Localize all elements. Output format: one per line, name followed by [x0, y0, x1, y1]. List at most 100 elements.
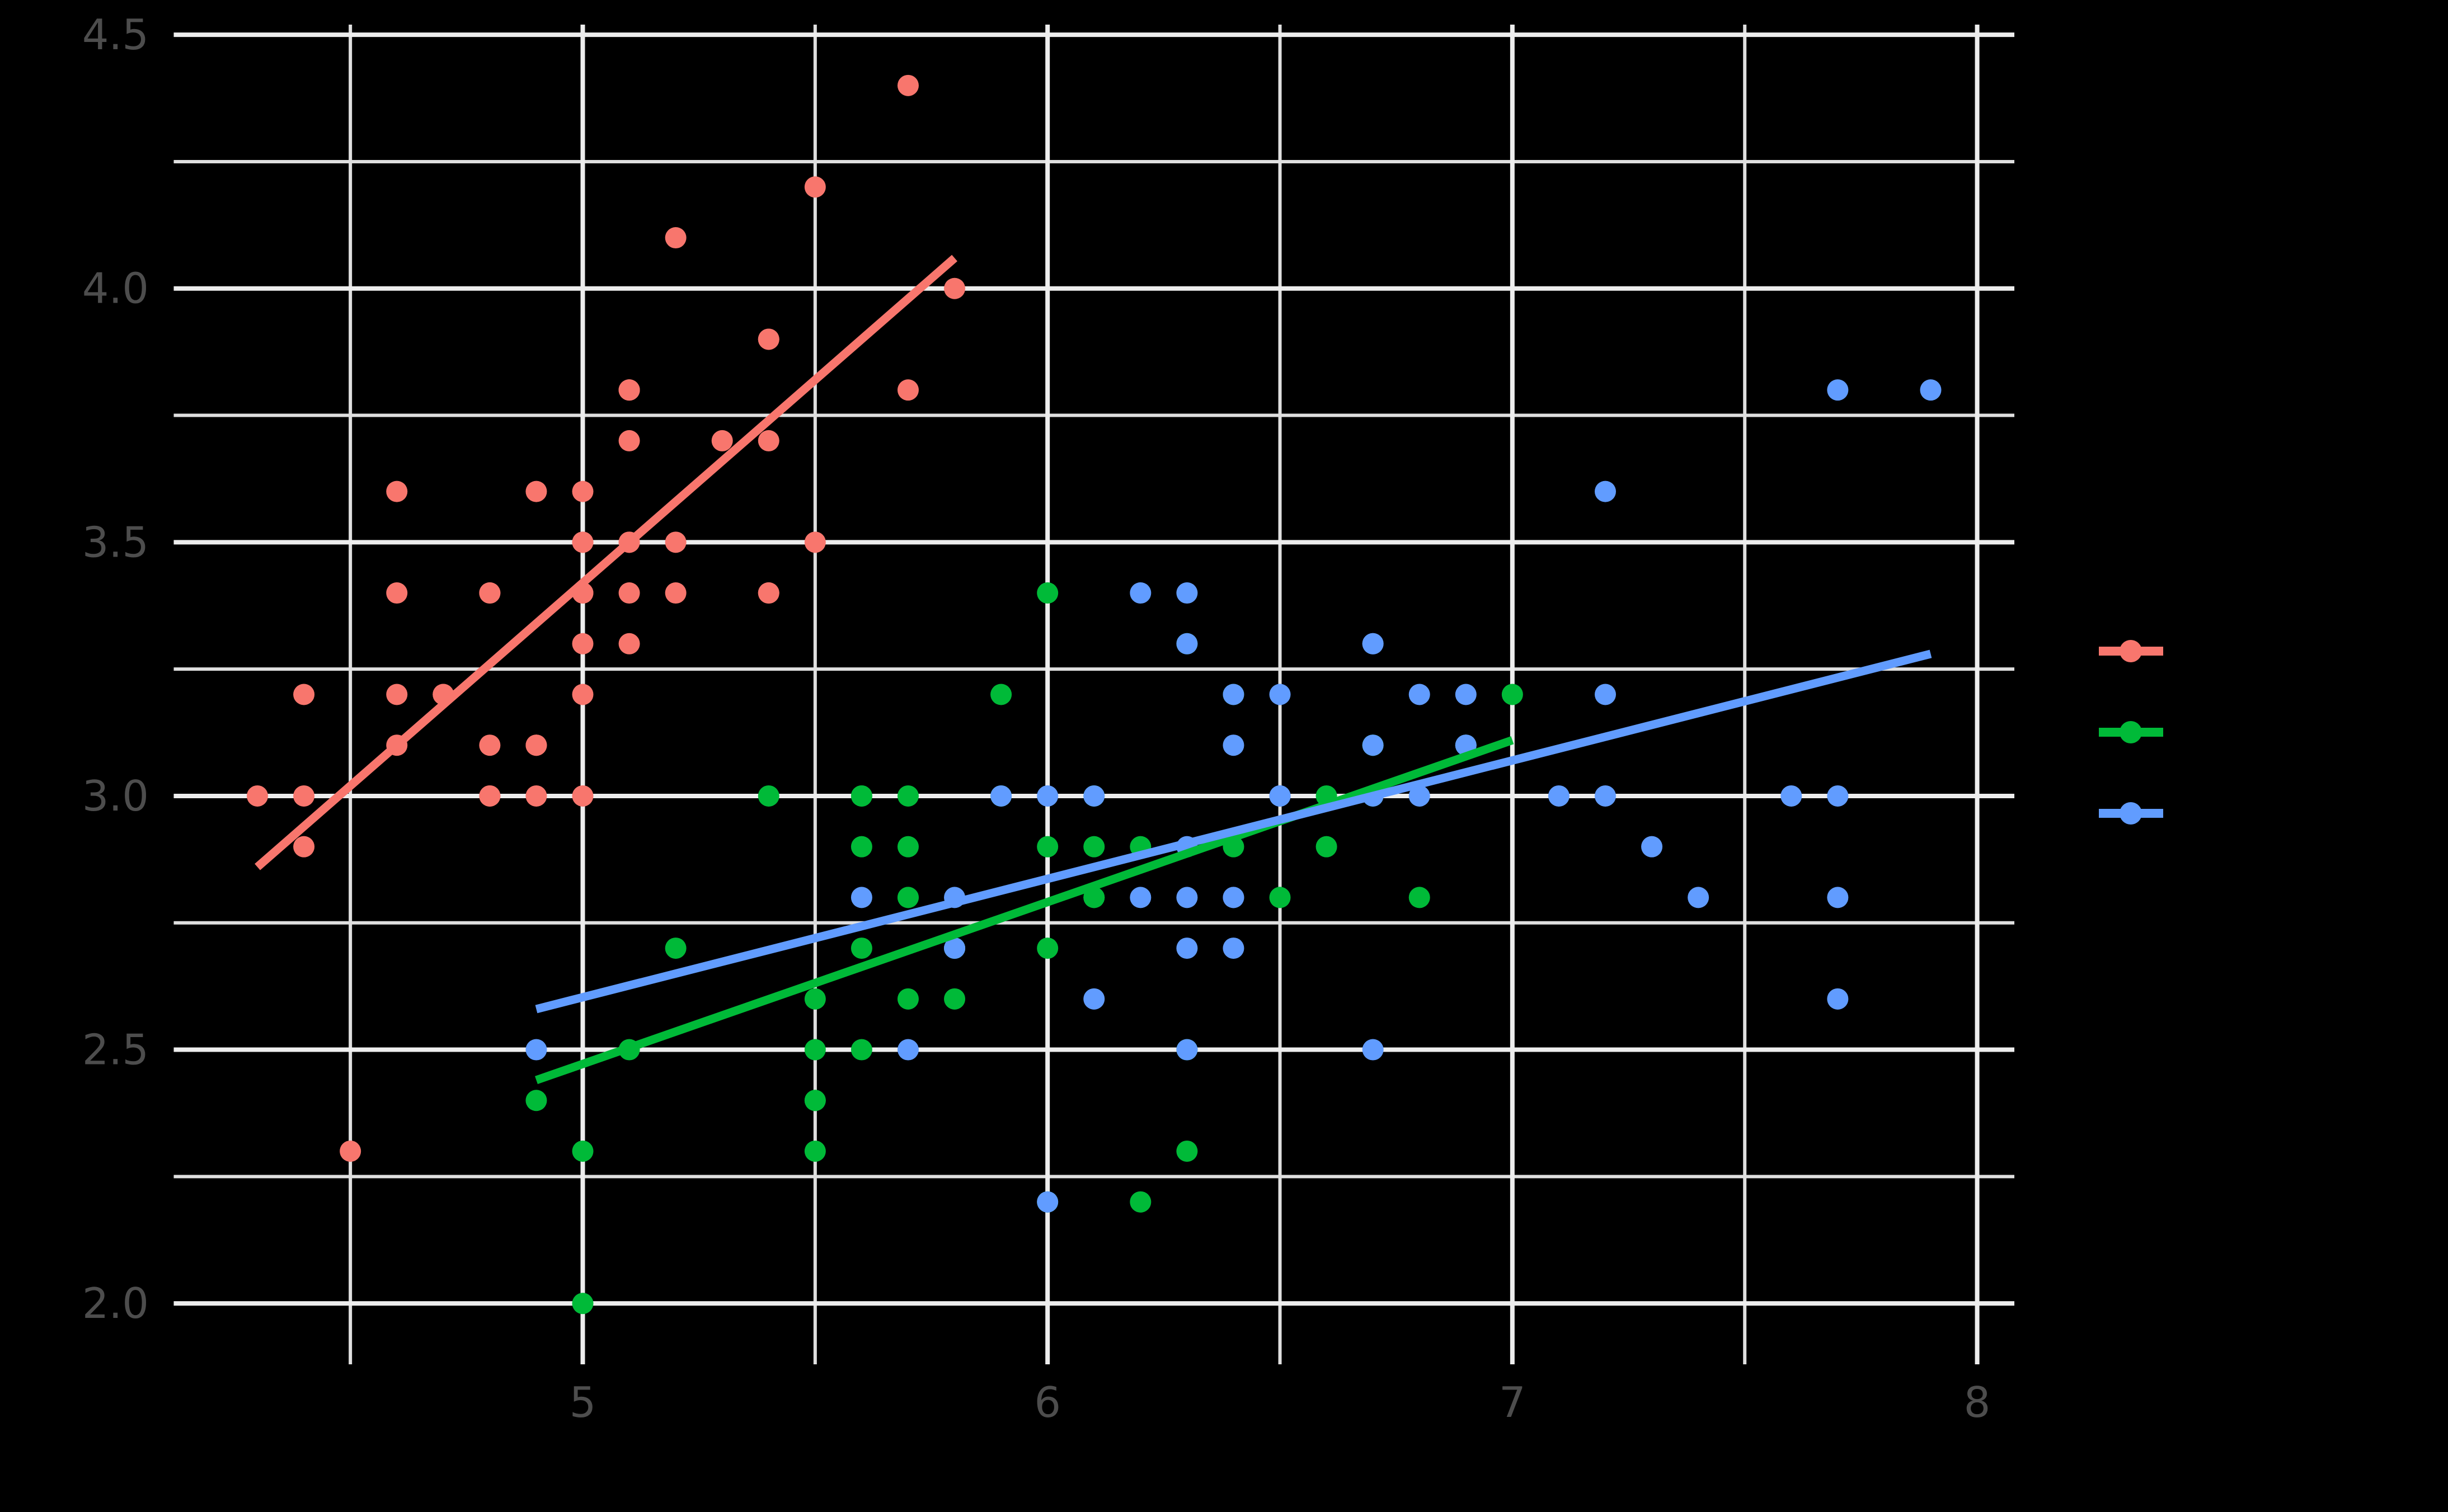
- data-point-series-red: [944, 277, 966, 299]
- data-point-series-red: [293, 684, 315, 705]
- data-point-series-red: [665, 227, 687, 249]
- data-point-series-blue: [1641, 836, 1663, 858]
- y-tick-label: 2.0: [82, 1279, 149, 1328]
- data-point-series-green: [572, 1293, 594, 1315]
- data-point-series-red: [618, 379, 640, 401]
- data-point-series-blue: [1827, 785, 1849, 807]
- data-point-series-red: [293, 836, 315, 858]
- y-axis-labels: 2.0 2.5 3.0 3.5 4.0 4.5: [82, 10, 149, 1328]
- data-point-series-green: [1037, 836, 1059, 858]
- data-point-series-red: [758, 582, 779, 604]
- x-axis-labels: 5 6 7 8: [570, 1378, 1991, 1427]
- legend-key-dot: [2120, 721, 2142, 743]
- data-point-series-red: [572, 531, 594, 553]
- data-point-series-blue: [1595, 684, 1616, 705]
- data-point-series-blue: [1269, 684, 1291, 705]
- series-blue-trend: [535, 649, 1932, 1014]
- data-point-series-red: [572, 481, 594, 502]
- data-point-series-blue: [944, 938, 966, 959]
- data-point-series-green: [944, 988, 966, 1010]
- data-point-series-green: [665, 938, 687, 959]
- legend: [2099, 640, 2163, 825]
- data-point-series-red: [897, 379, 919, 401]
- data-point-series-blue: [1176, 887, 1198, 908]
- data-point-series-blue: [1780, 785, 1802, 807]
- data-point-series-green: [804, 1039, 826, 1061]
- data-point-series-green: [1269, 887, 1291, 908]
- data-point-series-red: [804, 531, 826, 553]
- data-point-series-blue: [1083, 988, 1105, 1010]
- data-point-series-red: [897, 74, 919, 96]
- x-tick-label: 6: [1034, 1378, 1061, 1427]
- data-point-series-red: [386, 684, 408, 705]
- data-point-series-red: [618, 582, 640, 604]
- data-point-series-blue: [1176, 938, 1198, 959]
- data-point-series-blue: [897, 1039, 919, 1061]
- data-point-series-blue: [1595, 785, 1616, 807]
- data-point-series-red: [618, 633, 640, 654]
- data-point-series-red: [479, 582, 501, 604]
- data-point-series-green: [1037, 938, 1059, 959]
- data-point-series-blue: [1083, 785, 1105, 807]
- trend-line-series-blue: [535, 649, 1932, 1014]
- data-point-series-red: [525, 785, 547, 807]
- legend-key-dot: [2120, 802, 2142, 825]
- data-point-series-blue: [1827, 887, 1849, 908]
- data-point-series-red: [572, 633, 594, 654]
- data-point-series-green: [897, 988, 919, 1010]
- data-point-series-red: [340, 1140, 361, 1162]
- series-blue-points: [525, 379, 1942, 1213]
- data-point-series-red: [479, 734, 501, 756]
- x-tick-label: 8: [1964, 1378, 1991, 1427]
- data-point-series-blue: [1455, 684, 1477, 705]
- data-point-series-blue: [1548, 785, 1570, 807]
- data-point-series-green: [851, 1039, 872, 1061]
- data-point-series-red: [665, 531, 687, 553]
- data-point-series-red: [618, 430, 640, 451]
- trend-line-series-red: [255, 255, 957, 870]
- data-point-series-green: [804, 1140, 826, 1162]
- data-point-series-red: [525, 734, 547, 756]
- y-tick-label: 3.5: [82, 517, 149, 567]
- data-point-series-blue: [1037, 785, 1059, 807]
- data-point-series-green: [1408, 887, 1430, 908]
- data-point-series-green: [804, 1090, 826, 1111]
- y-tick-label: 4.0: [82, 264, 149, 313]
- data-point-series-blue: [1269, 785, 1291, 807]
- data-point-series-blue: [1176, 582, 1198, 604]
- data-point-series-green: [897, 785, 919, 807]
- y-tick-label: 3.0: [82, 771, 149, 821]
- data-point-series-green: [1501, 684, 1523, 705]
- data-point-series-red: [711, 430, 733, 451]
- data-point-series-green: [1176, 1140, 1198, 1162]
- data-point-series-blue: [1827, 379, 1849, 401]
- data-point-series-red: [386, 582, 408, 604]
- data-point-series-blue: [1595, 481, 1616, 502]
- y-tick-label: 4.5: [82, 10, 149, 59]
- data-point-series-blue: [525, 1039, 547, 1061]
- data-point-series-red: [804, 176, 826, 198]
- data-point-series-red: [665, 582, 687, 604]
- data-point-series-blue: [1037, 1191, 1059, 1213]
- series-red-trend: [255, 255, 957, 870]
- series-green-trend: [534, 736, 1514, 1085]
- data-point-series-blue: [1176, 1039, 1198, 1061]
- data-point-series-blue: [1223, 938, 1244, 959]
- data-point-series-blue: [1130, 582, 1152, 604]
- data-point-series-blue: [1176, 633, 1198, 654]
- data-point-series-blue: [1827, 988, 1849, 1010]
- data-point-series-blue: [1362, 1039, 1384, 1061]
- data-point-series-red: [525, 481, 547, 502]
- data-point-series-blue: [1223, 887, 1244, 908]
- data-point-series-green: [1037, 582, 1059, 604]
- data-point-series-green: [897, 836, 919, 858]
- data-point-series-blue: [1408, 684, 1430, 705]
- data-point-series-green: [572, 1140, 594, 1162]
- data-point-series-blue: [1223, 734, 1244, 756]
- data-point-series-blue: [1688, 887, 1709, 908]
- data-point-series-red: [293, 785, 315, 807]
- data-point-series-red: [479, 785, 501, 807]
